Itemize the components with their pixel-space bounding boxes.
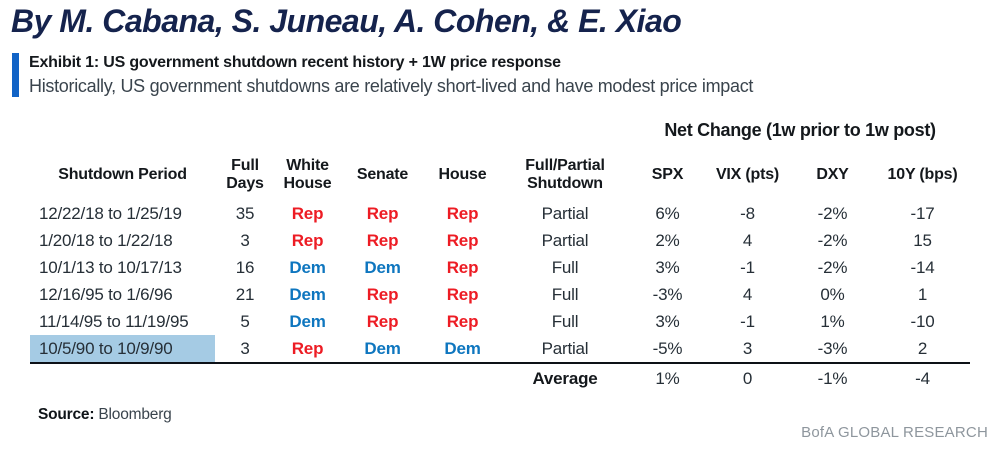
column-header-dxy: DXY xyxy=(816,166,849,184)
cell-spx: 2% xyxy=(655,230,680,250)
cell-spx: -5% xyxy=(652,338,683,358)
group-header-spacer xyxy=(30,120,630,150)
cell-white-house: Rep xyxy=(291,203,324,223)
cell-10y: 1 xyxy=(917,284,928,304)
cell-dxy: 0% xyxy=(820,284,845,304)
cell-full-days: 21 xyxy=(235,284,255,304)
table-body: 12/22/18 to 1/25/19 35 Rep Rep Rep Partial 6% -… xyxy=(30,200,971,393)
cell-shutdown-period: 12/22/18 to 1/25/19 xyxy=(39,203,182,223)
cell-shutdown-type: Partial xyxy=(541,338,589,358)
cell-shutdown-period: 12/16/95 to 1/6/96 xyxy=(39,284,173,304)
column-header-shutdown-period: Shutdown Period xyxy=(58,166,187,184)
average-row: Average 1% 0 -1% -4 xyxy=(30,362,971,393)
cell-house: Rep xyxy=(446,311,479,331)
cell-shutdown-period: 1/20/18 to 1/22/18 xyxy=(39,230,173,250)
source-line: Source: Bloomberg xyxy=(38,406,172,424)
average-label: Average xyxy=(500,362,630,393)
column-header-full-partial: Full/Partial Shutdown xyxy=(525,157,605,192)
column-header-white-house: White House xyxy=(283,157,332,192)
cell-full-days: 5 xyxy=(240,311,250,331)
column-header-house: House xyxy=(438,166,487,184)
cell-10y: -17 xyxy=(910,203,935,223)
exhibit-subtitle: Historically, US government shutdowns ar… xyxy=(29,76,754,96)
cell-10y: 15 xyxy=(913,230,932,250)
cell-shutdown-type: Full xyxy=(551,284,579,304)
cell-white-house: Dem xyxy=(289,257,326,277)
cell-spx: 3% xyxy=(655,257,680,277)
cell-shutdown-period: 10/5/90 to 10/9/90 xyxy=(30,335,215,363)
cell-white-house: Dem xyxy=(289,311,326,331)
cell-house: Rep xyxy=(446,203,479,223)
byline: By M. Cabana, S. Juneau, A. Cohen, & E. … xyxy=(11,3,682,39)
table-row: 11/14/95 to 11/19/95 5 Dem Rep Rep Full 3% -1 1%… xyxy=(30,308,970,335)
cell-vix: -1 xyxy=(740,257,755,277)
cell-shutdown-type: Partial xyxy=(541,230,589,250)
cell-house: Dem xyxy=(444,338,481,358)
table-row: 1/20/18 to 1/22/18 3 Rep Rep Rep Partial 2% 4 -2… xyxy=(30,227,970,254)
average-vix: 0 xyxy=(705,362,790,393)
shutdown-table: Net Change (1w prior to 1w post) Shutdow… xyxy=(30,120,971,393)
cell-vix: 4 xyxy=(742,284,753,304)
cell-dxy: -3% xyxy=(817,338,848,358)
cell-vix: 4 xyxy=(742,230,753,250)
cell-shutdown-period: 10/1/13 to 10/17/13 xyxy=(39,257,182,277)
average-10y: -4 xyxy=(875,362,971,393)
column-header-row: Shutdown Period Full Days White House Se… xyxy=(30,150,970,200)
cell-spx: 6% xyxy=(655,203,680,223)
cell-10y: 2 xyxy=(917,338,928,358)
column-header-senate: Senate xyxy=(356,166,409,184)
cell-10y: -10 xyxy=(910,311,935,331)
column-header-vix: VIX (pts) xyxy=(715,166,780,184)
exhibit-accent-bar xyxy=(12,53,19,97)
brand-footer: BofA GLOBAL RESEARCH xyxy=(801,424,988,441)
cell-dxy: -2% xyxy=(817,257,848,277)
exhibit-title: Exhibit 1: US government shutdown recent… xyxy=(29,54,561,71)
cell-senate: Rep xyxy=(366,230,399,250)
cell-shutdown-type: Full xyxy=(551,257,579,277)
cell-house: Rep xyxy=(446,230,479,250)
cell-full-days: 3 xyxy=(240,338,250,358)
cell-senate: Rep xyxy=(366,311,399,331)
exhibit-text: Exhibit 1: US government shutdown recent… xyxy=(29,53,753,97)
group-header-row: Net Change (1w prior to 1w post) xyxy=(30,120,970,150)
average-spacer xyxy=(30,362,500,393)
average-spx: 1% xyxy=(630,362,705,393)
cell-vix: -8 xyxy=(740,203,755,223)
cell-shutdown-period: 11/14/95 to 11/19/95 xyxy=(39,311,189,331)
cell-shutdown-type: Partial xyxy=(541,203,589,223)
cell-spx: -3% xyxy=(652,284,683,304)
cell-vix: -1 xyxy=(740,311,755,331)
column-header-full-days: Full Days xyxy=(226,157,264,192)
cell-full-days: 35 xyxy=(235,203,255,223)
cell-10y: -14 xyxy=(910,257,935,277)
table-row: 12/16/95 to 1/6/96 21 Dem Rep Rep Full -3% 4 0% 1 xyxy=(30,281,970,308)
cell-shutdown-type: Full xyxy=(551,311,579,331)
cell-full-days: 3 xyxy=(240,230,250,250)
column-header-10y: 10Y (bps) xyxy=(887,166,958,184)
cell-full-days: 16 xyxy=(235,257,255,277)
source-value: Bloomberg xyxy=(98,406,172,423)
cell-senate: Dem xyxy=(364,338,401,358)
cell-dxy: -2% xyxy=(817,203,848,223)
net-change-group-header: Net Change (1w prior to 1w post) xyxy=(664,120,936,140)
cell-white-house: Rep xyxy=(291,230,324,250)
cell-senate: Rep xyxy=(366,203,399,223)
source-label: Source: xyxy=(38,406,95,423)
table-row: 10/5/90 to 10/9/90 3 Rep Dem Dem Partial -5% 3 -… xyxy=(30,335,970,363)
cell-house: Rep xyxy=(446,257,479,277)
cell-dxy: -2% xyxy=(817,230,848,250)
exhibit-header: Exhibit 1: US government shutdown recent… xyxy=(12,53,753,97)
cell-senate: Dem xyxy=(364,257,401,277)
table-row: 10/1/13 to 10/17/13 16 Dem Dem Rep Full 3% -1 -2… xyxy=(30,254,970,281)
column-header-spx: SPX xyxy=(651,166,684,184)
cell-white-house: Dem xyxy=(289,284,326,304)
cell-house: Rep xyxy=(446,284,479,304)
table-row: 12/22/18 to 1/25/19 35 Rep Rep Rep Partial 6% -… xyxy=(30,200,970,227)
cell-vix: 3 xyxy=(742,338,753,358)
average-dxy: -1% xyxy=(790,362,875,393)
cell-senate: Rep xyxy=(366,284,399,304)
cell-dxy: 1% xyxy=(820,311,845,331)
cell-spx: 3% xyxy=(655,311,680,331)
cell-white-house: Rep xyxy=(291,338,324,358)
